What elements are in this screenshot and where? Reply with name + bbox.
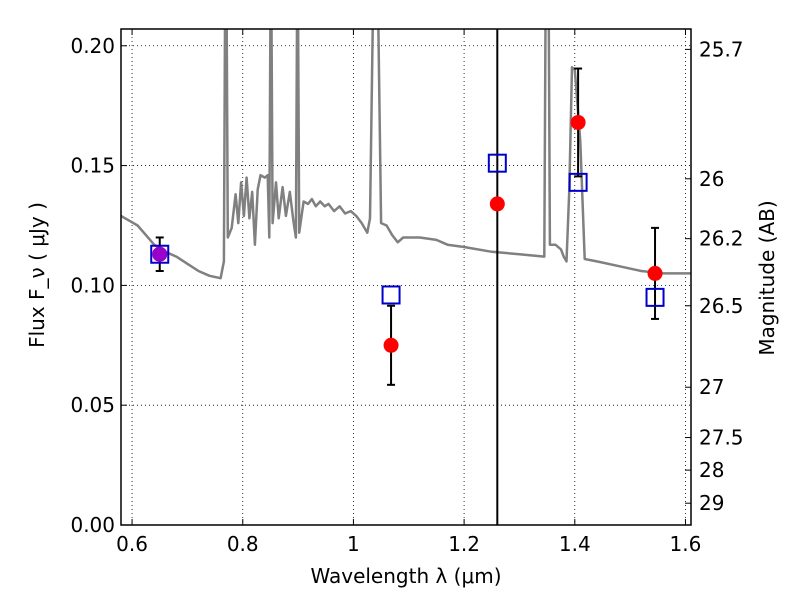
model-band-square [150, 244, 170, 264]
axis-ticks [121, 29, 691, 526]
mag-tick-label: 27 [699, 375, 724, 399]
mag-tick-label: 26.2 [699, 227, 744, 251]
y-tick-label: 0.00 [70, 513, 115, 537]
x-axis-title: Wavelength λ (μm) [310, 564, 501, 588]
y-axis-title: Flux F_ν ( μJy ) [25, 202, 49, 348]
x-tick-label: 1.6 [670, 532, 702, 556]
mag-tick-label: 25.7 [699, 37, 744, 61]
model-band-square [487, 153, 507, 173]
mag-tick-label: 29 [699, 491, 724, 515]
y-tick-label: 0.15 [70, 154, 115, 178]
observed-point [647, 265, 663, 281]
y-tick-label: 0.20 [70, 34, 115, 58]
model-sed-curve [121, 29, 691, 280]
model-band-square [381, 285, 401, 305]
sed-line [121, 29, 691, 280]
y-tick-labels: 0.00 0.05 0.10 0.15 0.20 [70, 34, 115, 537]
y-tick-label: 0.10 [70, 273, 115, 297]
mag-tick-label: 27.5 [699, 426, 744, 450]
model-band-square [568, 172, 588, 192]
x-tick-label: 0.8 [227, 532, 259, 556]
x-tick-label: 0.6 [116, 532, 148, 556]
mag-tick-label: 26 [699, 167, 724, 191]
magnitude-tick-labels: 25.7 26 26.2 26.5 27 27.5 28 29 [699, 37, 744, 515]
model-band-points [150, 153, 665, 307]
y2-axis-title: Magnitude (AB) [755, 200, 779, 355]
observed-point [489, 196, 505, 212]
grid-lines [121, 29, 691, 526]
y-tick-label: 0.05 [70, 393, 115, 417]
observed-point [383, 337, 399, 353]
x-tick-label: 1 [347, 532, 360, 556]
highlight-point [152, 246, 168, 262]
x-tick-label: 1.4 [559, 532, 591, 556]
mag-tick-label: 28 [699, 458, 724, 482]
x-tick-labels: 0.6 0.8 1 1.2 1.4 1.6 [116, 532, 701, 556]
x-tick-label: 1.2 [448, 532, 480, 556]
model-band-square [645, 287, 665, 307]
observed-points [152, 114, 663, 353]
plot-frame [120, 28, 692, 526]
observed-point [570, 114, 586, 130]
mag-tick-label: 26.5 [699, 294, 744, 318]
